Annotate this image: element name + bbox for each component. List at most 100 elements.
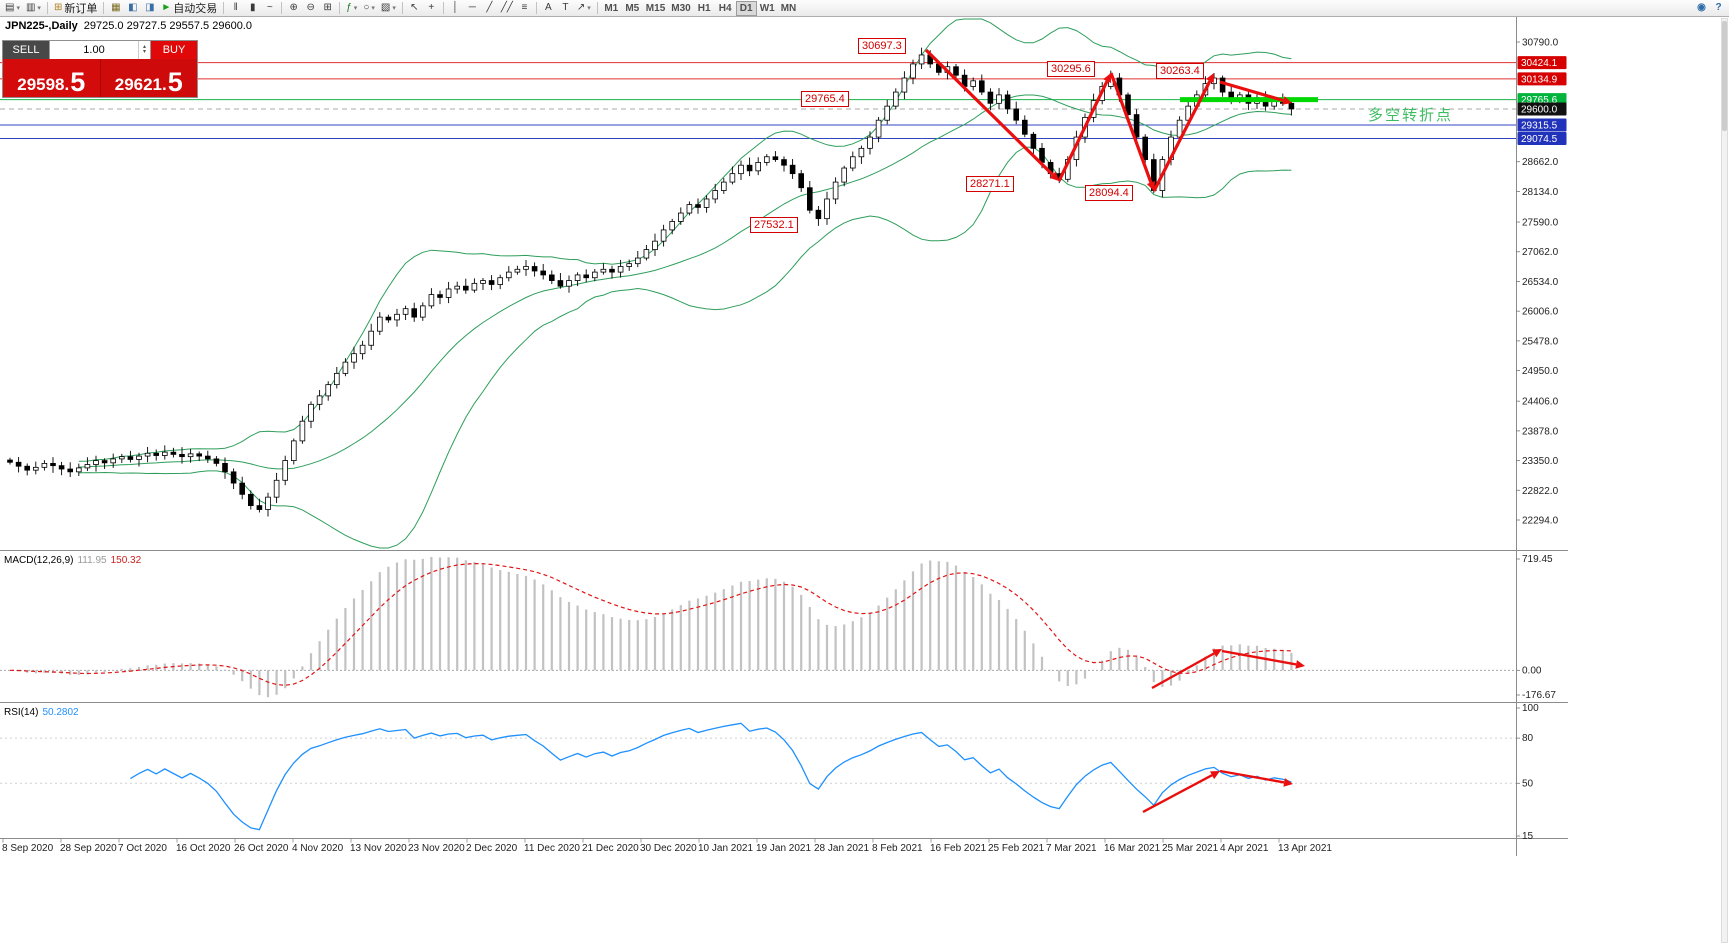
data-window-button[interactable]: ◧ (124, 1, 141, 16)
indicators-button[interactable]: ƒ ▾ (343, 1, 360, 16)
timeframe-mn-button[interactable]: MN (778, 1, 800, 16)
tile-windows-icon: ⊞ (323, 2, 332, 13)
bar-chart-button[interactable]: ‖ (227, 1, 244, 16)
profiles-button[interactable]: ▥ ▾ (23, 1, 44, 16)
market-watch-button[interactable]: ▦ (107, 1, 124, 16)
equidistant-channel-button[interactable]: ╱╱ (498, 1, 516, 16)
macd-scale-label: 0.00 (1522, 665, 1542, 676)
equidistant-channel-icon: ╱╱ (500, 2, 513, 13)
volume-field[interactable]: 1.00 ▴ ▾ (49, 41, 151, 59)
zoom-out-button[interactable]: ⊖ (302, 1, 319, 16)
price-level-lines (0, 62, 1516, 140)
main-toolbar: ▤ ▾ ▥ ▾ ⊞ 新订单 ▦ ◧ ◨ ► 自动交易 ‖ ▮ ~ ⊕ ⊖ ⊞ ƒ ▾ ○ ▾ ▧ ▾ ↖ + │ ─ ╱ ╱╱ ≡ A T ↗ ▾… (0, 0, 1729, 17)
price-flag[interactable]: 30697.3 (858, 38, 906, 54)
buy-price[interactable]: 29621. 5 (100, 59, 197, 98)
timeframe-d1-button[interactable]: D1 (735, 0, 757, 16)
turning-point-note[interactable]: 多空转折点 (1368, 107, 1454, 124)
timeframe-m30-button[interactable]: M30 (668, 1, 693, 16)
spinner-down-icon[interactable]: ▾ (142, 49, 146, 55)
vertical-scrollbar[interactable] (1721, 18, 1728, 943)
tile-windows-button[interactable]: ⊞ (319, 1, 336, 16)
time-axis-label: 13 Apr 2021 (1278, 843, 1332, 854)
price-flag[interactable]: 30263.4 (1156, 63, 1204, 79)
timeframe-m5-button[interactable]: M5 (622, 1, 643, 16)
price-axis-label: 30790.0 (1522, 38, 1559, 49)
indicators-icon: ƒ (346, 2, 352, 13)
sell-price[interactable]: 29598. 5 (3, 59, 101, 97)
dropdown-arrow-icon: ▾ (587, 5, 591, 12)
price-axis-label: 23350.0 (1522, 456, 1559, 467)
time-axis-label: 25 Mar 2021 (1162, 843, 1219, 854)
crosshair-icon: + (428, 2, 435, 13)
periods-button[interactable]: ○ ▾ (360, 1, 378, 16)
trendline-button[interactable]: ╱ (481, 1, 498, 16)
new-chart-button[interactable]: ▤ ▾ (2, 1, 23, 16)
candlestick-chart-button[interactable]: ▮ (244, 1, 261, 16)
timeframe-h1-button[interactable]: H1 (694, 1, 715, 16)
help-button[interactable]: ? (1710, 1, 1727, 16)
price-axis-label: 25478.0 (1522, 336, 1559, 347)
timeframe-w1-button[interactable]: W1 (757, 1, 778, 16)
text-button[interactable]: A (540, 1, 557, 16)
time-axis-label: 23 Nov 2020 (408, 843, 465, 854)
price-badge (1517, 118, 1567, 132)
trade-prices-row: 29598. 5 29621. 5 (3, 59, 197, 97)
timeframe-h4-button[interactable]: H4 (715, 1, 736, 16)
price-axis-label: 28134.0 (1522, 187, 1559, 198)
price-badge (1517, 72, 1567, 86)
bar-chart-icon: ‖ (233, 2, 238, 13)
dropdown-arrow-icon: ▾ (37, 5, 41, 12)
text-label-icon: T (562, 2, 569, 13)
autotrading-icon: ► (161, 2, 172, 13)
timeframe-m1-button[interactable]: M1 (601, 1, 622, 16)
community-button[interactable]: ◉ (1693, 1, 1710, 16)
buy-button[interactable]: BUY (151, 41, 197, 59)
volume-value[interactable]: 1.00 (83, 44, 105, 56)
cursor-button[interactable]: ↖ (406, 1, 423, 16)
navigator-button[interactable]: ◨ (141, 1, 158, 16)
candlestick-chart-icon: ▮ (249, 2, 256, 13)
toolbar-separator (442, 2, 444, 14)
price-badge-label: 29315.5 (1521, 120, 1558, 131)
autotrading-button[interactable]: ► 自动交易 (158, 1, 220, 16)
sell-button[interactable]: SELL (3, 41, 49, 59)
toolbar-separator (401, 2, 403, 14)
price-axis-label: 22822.0 (1522, 486, 1559, 497)
price-axis-label: 24950.0 (1522, 366, 1559, 377)
macd-indicator-label: MACD(12,26,9) 111.95 150.32 (4, 555, 141, 566)
time-axis-label: 26 Oct 2020 (234, 843, 289, 854)
price-flag[interactable]: 30295.6 (1047, 61, 1095, 77)
price-flag[interactable]: 28271.1 (966, 176, 1014, 192)
macd-name: MACD(12,26,9) (4, 555, 74, 566)
volume-spinner[interactable]: ▴ ▾ (138, 41, 150, 59)
navigator-icon: ◨ (145, 2, 155, 13)
crosshair-button[interactable]: + (423, 1, 440, 16)
rsi-scale-label: 100 (1522, 703, 1539, 714)
toolbar-separator (281, 2, 283, 14)
price-badge (1517, 56, 1567, 70)
trend-arrows (924, 48, 1292, 192)
vertical-line-icon: │ (452, 2, 459, 13)
price-flag[interactable]: 29765.4 (801, 91, 849, 107)
arrows-button[interactable]: ↗ ▾ (574, 1, 594, 16)
price-flag[interactable]: 28094.4 (1085, 185, 1133, 201)
buy-price-big-digit: 5 (167, 67, 183, 98)
time-axis-label: 28 Sep 2020 (60, 843, 117, 854)
new-order-button[interactable]: ⊞ 新订单 (51, 1, 100, 16)
fibonacci-button[interactable]: ≡ (516, 1, 533, 16)
horizontal-line-button[interactable]: ─ (464, 1, 481, 16)
spinner-up-icon[interactable]: ▴ (142, 44, 146, 50)
rsi-scale-label: 50 (1522, 778, 1534, 789)
vertical-line-button[interactable]: │ (447, 1, 464, 16)
text-label-button[interactable]: T (557, 1, 574, 16)
price-axis-label: 28662.0 (1522, 157, 1559, 168)
scrollbar-thumb[interactable] (1722, 21, 1727, 131)
time-axis-label: 21 Dec 2020 (582, 843, 639, 854)
zoom-in-button[interactable]: ⊕ (285, 1, 302, 16)
periods-icon: ○ (363, 2, 370, 13)
line-chart-button[interactable]: ~ (261, 1, 278, 16)
timeframe-m15-button[interactable]: M15 (643, 1, 668, 16)
price-flag[interactable]: 27532.1 (750, 217, 798, 233)
templates-button[interactable]: ▧ ▾ (378, 1, 399, 16)
